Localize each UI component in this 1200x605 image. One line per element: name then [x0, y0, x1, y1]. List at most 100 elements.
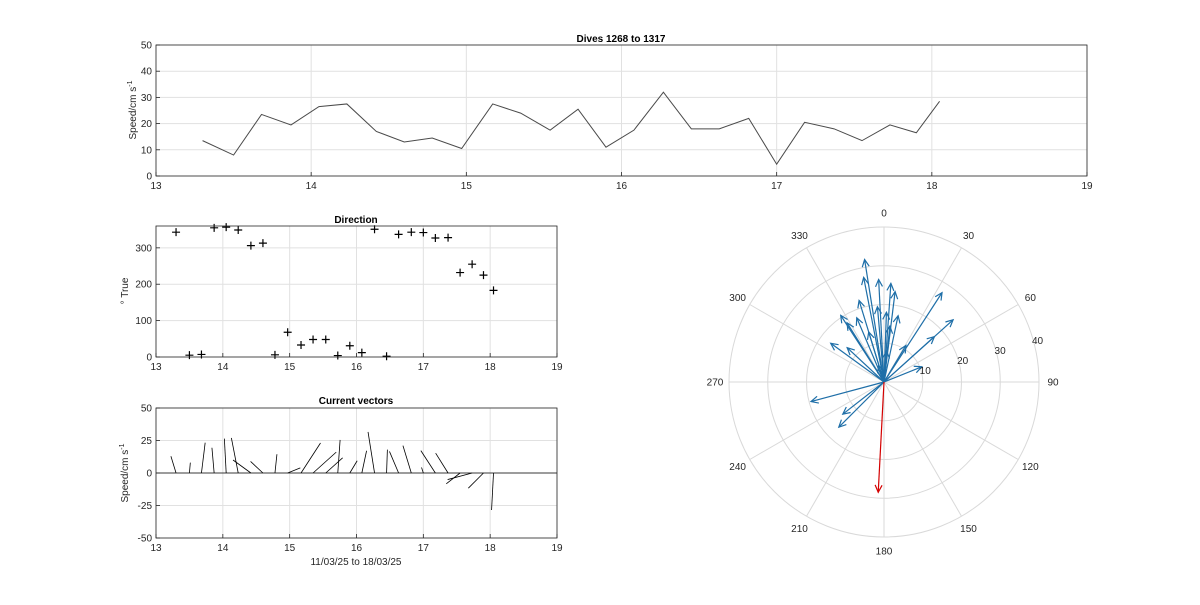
polar-angle-label: 300	[729, 293, 746, 304]
y-tick-label: 0	[146, 172, 152, 183]
arrow-head	[861, 276, 869, 286]
current-arrow	[883, 314, 901, 383]
polar-angle-label: 120	[1022, 462, 1039, 473]
direction-plus-marker	[309, 335, 318, 344]
polar-angle-label: 270	[707, 378, 724, 389]
current-vector-stick	[468, 472, 484, 489]
current-arrow	[876, 364, 885, 383]
x-tick-label: 19	[551, 362, 563, 373]
direction-plus-marker	[489, 286, 498, 295]
direction-plus-marker	[345, 341, 354, 350]
direction-plus-marker	[382, 352, 391, 361]
current-vector-stick	[491, 472, 494, 511]
axes-frame	[155, 407, 558, 539]
current-vector-stick	[312, 451, 337, 474]
current-vector-stick	[386, 449, 388, 474]
arrow-head	[874, 278, 884, 288]
arrow-shaft	[846, 322, 885, 383]
current-vector-stick	[189, 462, 191, 474]
speed-chart-ylabel: Speed/cm s-1	[127, 80, 139, 139]
speed-chart-title: Dives 1268 to 1317	[577, 34, 666, 45]
direction-scatter-panel: Direction ° True 13 14 15 16 17 18 19 0 100 200 30…	[120, 215, 563, 373]
arrow-shaft	[830, 342, 885, 383]
y-tick-label: -50	[138, 534, 153, 545]
current-vector-stick	[435, 452, 449, 474]
arrow-head	[890, 290, 899, 300]
direction-plus-marker	[431, 234, 440, 243]
arrow-head	[945, 318, 955, 328]
arrow-shaft	[877, 381, 885, 493]
current-vectors-panel: Current vectors Speed/cm s-1 11/03/25 to…	[119, 396, 563, 568]
polar-radial-label: 40	[1032, 336, 1044, 347]
polar-angle-label: 30	[963, 231, 975, 242]
x-tick-label: 19	[551, 543, 563, 554]
polar-angle-label: 210	[791, 524, 808, 535]
axes-frame	[155, 44, 1088, 177]
polar-spoke	[806, 247, 885, 383]
polar-radial-label: 20	[957, 356, 969, 367]
arrow-shaft	[878, 365, 885, 383]
polar-spoke	[883, 304, 1019, 383]
direction-plus-marker	[479, 271, 488, 280]
y-tick-label: 30	[141, 93, 153, 104]
arrow-head	[839, 314, 848, 324]
polar-angle-label: 60	[1025, 293, 1037, 304]
current-vector-stick	[300, 442, 321, 474]
current-vector-stick	[232, 459, 252, 474]
current-vector-stick	[447, 472, 473, 480]
direction-plus-marker	[333, 351, 342, 360]
direction-plus-marker	[210, 223, 219, 232]
arrow-shaft	[883, 312, 888, 383]
x-tick-label: 13	[150, 362, 162, 373]
arrow-head	[846, 346, 855, 356]
arrow-head	[882, 310, 891, 320]
arrow-head	[876, 364, 885, 374]
polar-compass-panel: 0 30 60 90 120 150 180 210 240 270 300 330 10 20 30 40	[707, 209, 1059, 558]
x-tick-label: 15	[284, 543, 296, 554]
direction-chart-title: Direction	[334, 215, 377, 226]
current-arrow	[841, 381, 885, 416]
direction-plus-marker	[357, 348, 366, 357]
direction-plus-marker	[283, 328, 292, 337]
current-vector-stick	[367, 431, 375, 474]
arrow-shaft	[838, 381, 885, 428]
arrow-shaft	[883, 292, 943, 383]
polar-angle-label: 180	[876, 547, 893, 558]
x-tick-label: 17	[418, 362, 430, 373]
arrow-head	[913, 365, 924, 374]
arrow-shaft	[878, 279, 885, 383]
current-arrow	[855, 316, 885, 383]
vectors-chart-xlabel: 11/03/25 to 18/03/25	[310, 557, 401, 568]
polar-angle-label: 330	[791, 231, 808, 242]
direction-plus-marker	[258, 239, 267, 248]
arrow-shaft	[842, 381, 885, 415]
current-vector-stick	[287, 467, 301, 474]
polar-angle-label: 150	[960, 524, 977, 535]
x-tick-label: 15	[284, 362, 296, 373]
x-tick-label: 16	[351, 543, 363, 554]
arrow-shaft	[863, 277, 885, 383]
x-tick-label: 18	[485, 543, 497, 554]
x-tick-label: 17	[418, 543, 430, 554]
current-vector-stick	[325, 457, 343, 474]
arrow-shaft	[856, 317, 885, 383]
current-vector-stick	[361, 450, 367, 474]
current-arrow	[846, 346, 885, 383]
x-tick-label: 18	[485, 362, 497, 373]
current-arrow	[846, 321, 885, 383]
x-tick-label: 13	[150, 543, 162, 554]
direction-plus-marker	[370, 225, 379, 234]
arrow-shaft	[883, 336, 935, 383]
arrow-head	[809, 395, 819, 404]
arrow-head	[841, 406, 851, 416]
arrow-head	[898, 344, 907, 354]
y-tick-label: 50	[141, 404, 153, 415]
arrow-head	[874, 484, 883, 494]
y-tick-label: 50	[141, 41, 153, 52]
current-arrow	[882, 310, 891, 383]
arrow-head	[886, 282, 895, 292]
vectors-chart-ylabel: Speed/cm s-1	[119, 443, 131, 502]
x-tick-label: 16	[351, 362, 363, 373]
y-tick-label: 40	[141, 67, 153, 78]
arrow-head	[846, 321, 855, 331]
